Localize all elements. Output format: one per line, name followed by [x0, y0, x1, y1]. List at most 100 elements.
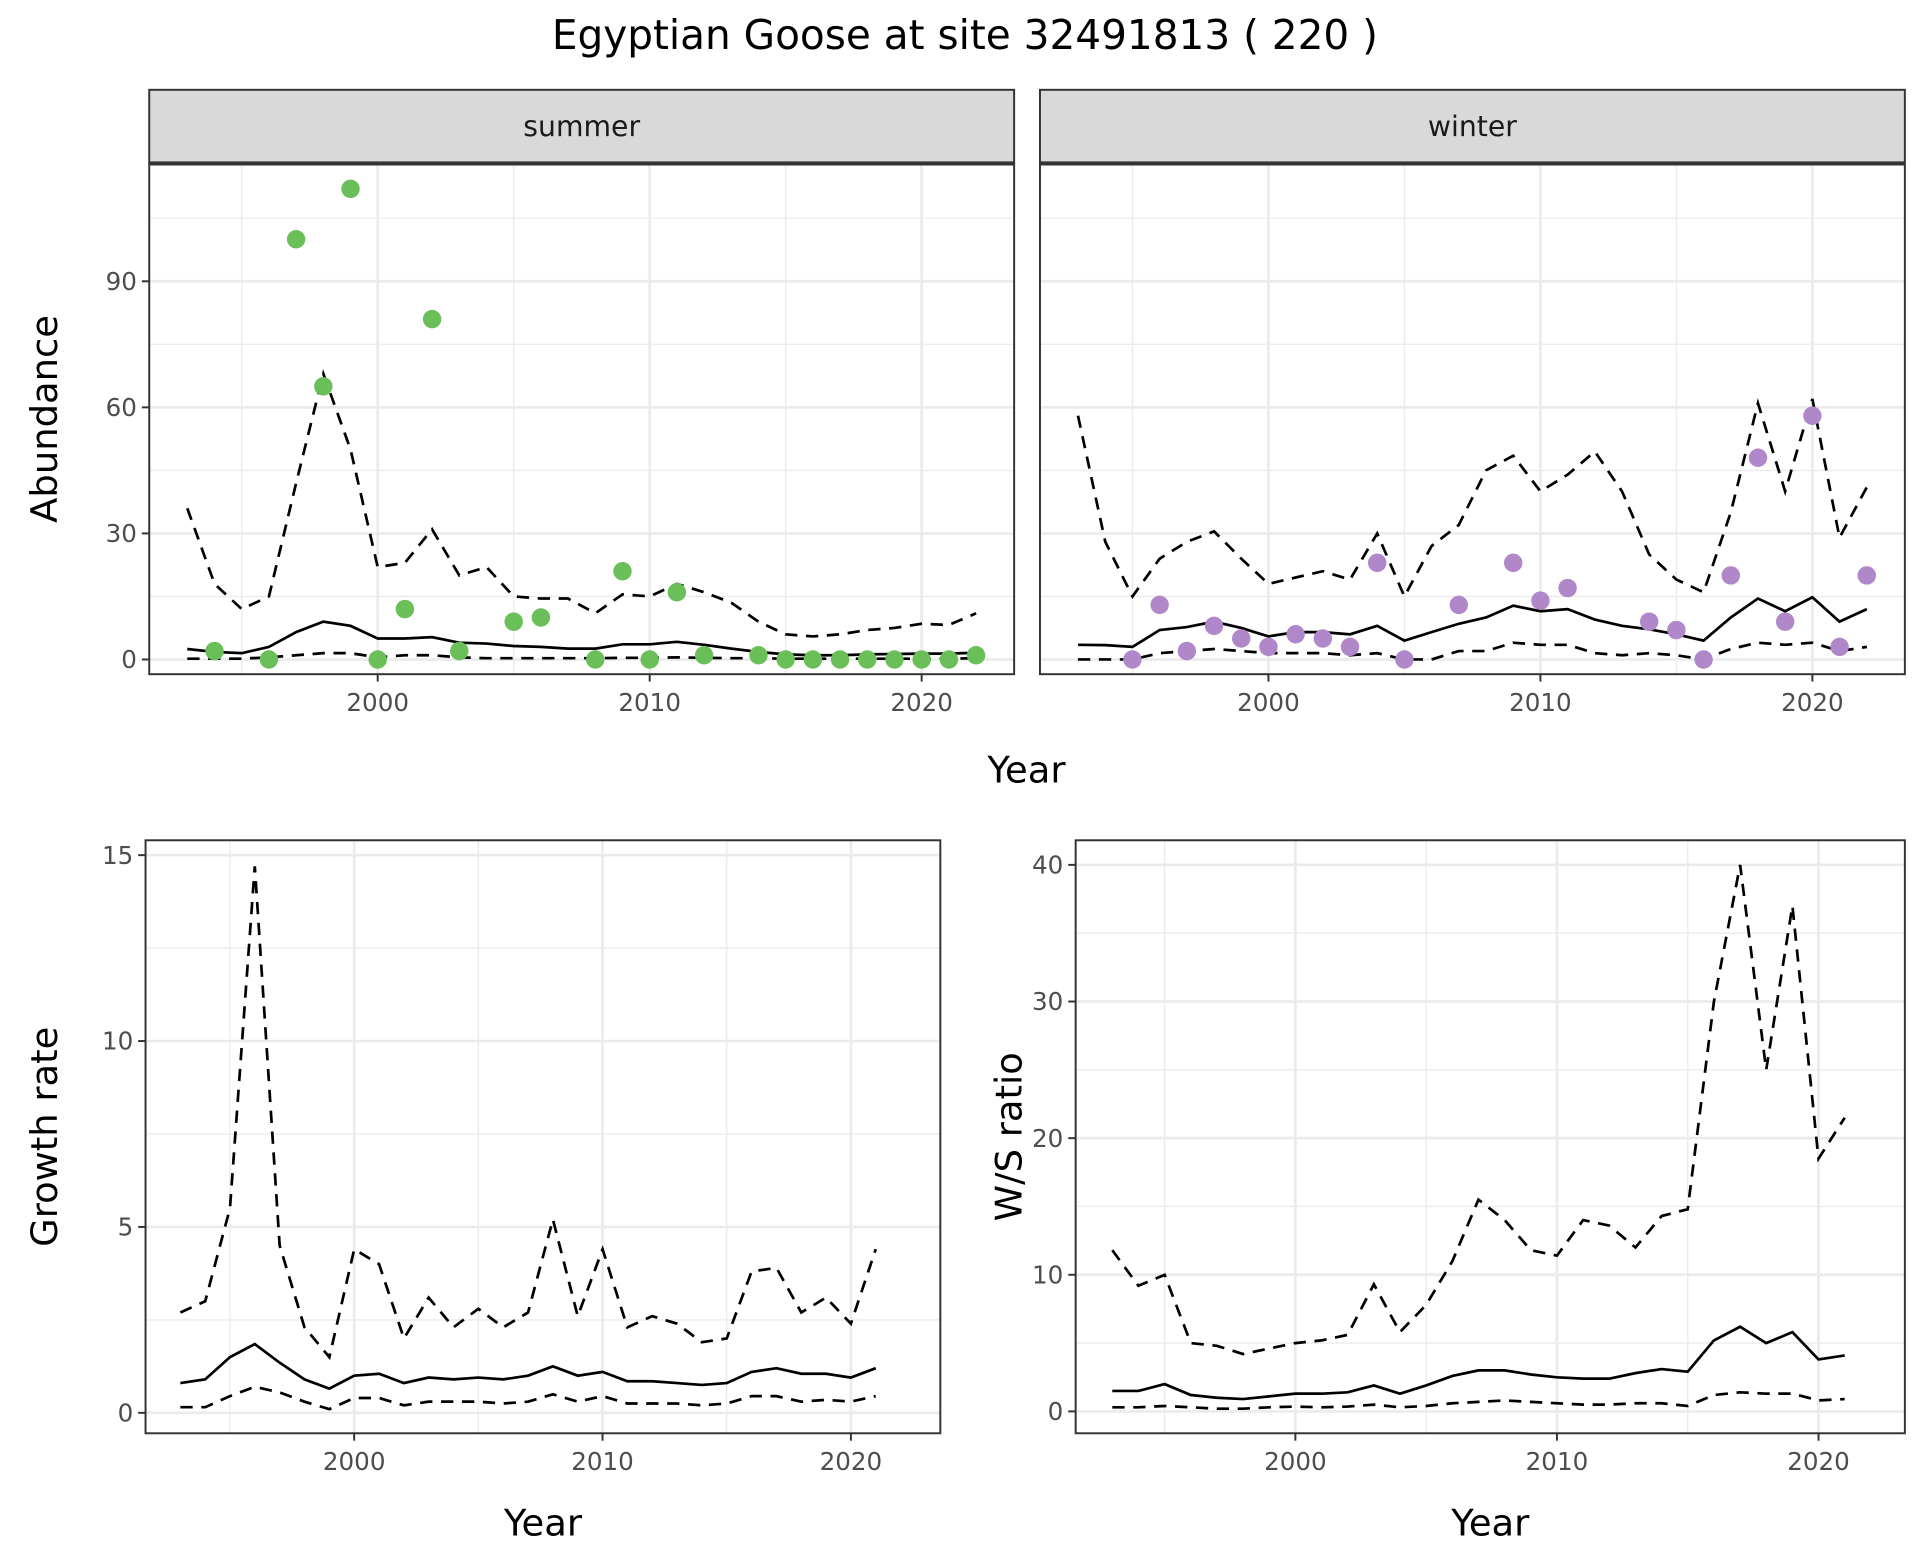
x-tick-label: 2000 [346, 688, 409, 717]
data-point [205, 641, 224, 661]
upper-ci-line [1076, 398, 1869, 600]
x-axis-title: Year [986, 748, 1066, 791]
data-point [1177, 641, 1197, 661]
y-tick-label: 0 [121, 645, 137, 674]
data-point [1721, 566, 1741, 585]
data-point [966, 646, 986, 665]
panel-border [144, 839, 942, 1435]
data-point [1639, 612, 1659, 631]
y-tick-label: 0 [1048, 1397, 1064, 1426]
data-point [1340, 637, 1360, 657]
data-point [1367, 553, 1387, 573]
data-point [368, 650, 387, 669]
y-tick-label: 20 [1032, 1124, 1063, 1153]
x-tick-label: 2010 [571, 1447, 634, 1476]
x-tick-label: 2000 [1237, 688, 1300, 717]
data-point [586, 650, 605, 669]
facet-strip [148, 88, 1016, 164]
data-point [1204, 616, 1224, 636]
panel-border [1038, 162, 1906, 676]
y-axis-title: Abundance [23, 315, 66, 523]
median-line [1112, 1325, 1845, 1401]
y-tick-label: 40 [1032, 850, 1063, 879]
data-point [749, 646, 768, 665]
data-point [1830, 637, 1849, 657]
data-point [1259, 637, 1278, 657]
upper-ci-line [1111, 864, 1846, 1356]
data-point [912, 650, 931, 669]
panel-border [148, 162, 1016, 676]
data-point [286, 230, 306, 249]
data-point [504, 612, 523, 631]
data-point [640, 650, 659, 669]
data-point [1775, 612, 1795, 631]
data-point [1449, 595, 1469, 615]
lower-ci-line [1077, 641, 1868, 661]
lower-ci-line [1112, 1390, 1845, 1411]
data-point [1531, 591, 1550, 610]
y-tick-label: 10 [1032, 1260, 1063, 1289]
data-point [1503, 553, 1523, 573]
data-point [803, 650, 823, 669]
data-point [1150, 595, 1169, 615]
y-tick-label: 10 [102, 1027, 133, 1056]
panel-winter: winter 2000 2010 2020 [1038, 88, 1906, 717]
median-line [187, 620, 977, 657]
median-line [1077, 595, 1868, 649]
data-point [1232, 629, 1251, 648]
data-point [450, 641, 469, 661]
data-point [885, 650, 904, 669]
data-point [858, 650, 877, 669]
data-point [341, 179, 360, 199]
lower-ci-line [180, 1385, 877, 1411]
data-point [395, 599, 415, 619]
data-point [1313, 629, 1333, 648]
facet-label: summer [523, 110, 640, 143]
data-point [830, 650, 850, 669]
x-axis-title: Year [503, 1501, 583, 1544]
y-tick-label: 60 [106, 393, 137, 422]
facet-label: winter [1428, 110, 1517, 143]
y-axis-title: W/S ratio [988, 1052, 1031, 1221]
data-point [1667, 620, 1686, 640]
data-point [1558, 578, 1577, 598]
figure-title: Egyptian Goose at site 32491813 ( 220 ) [552, 11, 1378, 59]
y-tick-label: 90 [106, 267, 137, 296]
median-line [180, 1342, 877, 1391]
panel-summer: summer 2000 2010 2020 0 30 60 90 Year Abundance [23, 88, 1066, 791]
data-point [939, 650, 959, 669]
data-point [694, 646, 714, 665]
panel-border [1074, 839, 1906, 1435]
y-tick-label: 5 [118, 1213, 134, 1242]
y-tick-label: 0 [118, 1398, 134, 1427]
y-axis-title: Growth rate [23, 1027, 66, 1247]
x-tick-label: 2000 [1264, 1447, 1327, 1476]
panel-growth: 2000 2010 2020 0 5 10 15 Year Growth rate [23, 839, 942, 1544]
data-point [1803, 406, 1822, 425]
data-point [259, 650, 279, 669]
x-tick-label: 2010 [618, 688, 681, 717]
y-tick-label: 15 [102, 841, 133, 870]
x-tick-label: 2000 [323, 1447, 386, 1476]
x-axis-title: Year [1450, 1501, 1530, 1544]
data-point [1857, 566, 1877, 585]
x-tick-label: 2020 [890, 688, 953, 717]
x-tick-label: 2020 [1781, 688, 1844, 717]
upper-ci-line [179, 866, 878, 1361]
data-point [613, 562, 632, 581]
y-tick-label: 30 [106, 519, 137, 548]
data-point [667, 583, 687, 602]
data-point [1123, 650, 1142, 669]
data-point [1694, 650, 1713, 669]
x-tick-label: 2010 [1526, 1447, 1589, 1476]
x-tick-label: 2020 [1787, 1447, 1850, 1476]
x-tick-label: 2010 [1509, 688, 1572, 717]
panel-ws_ratio: 2000 2010 2020 0 10 20 30 40 Year W/S ratio [988, 839, 1906, 1544]
data-point [531, 608, 551, 627]
data-point [314, 377, 333, 396]
data-point [776, 650, 795, 669]
y-tick-label: 30 [1032, 987, 1063, 1016]
data-point [1748, 448, 1768, 468]
data-point [1286, 625, 1305, 644]
